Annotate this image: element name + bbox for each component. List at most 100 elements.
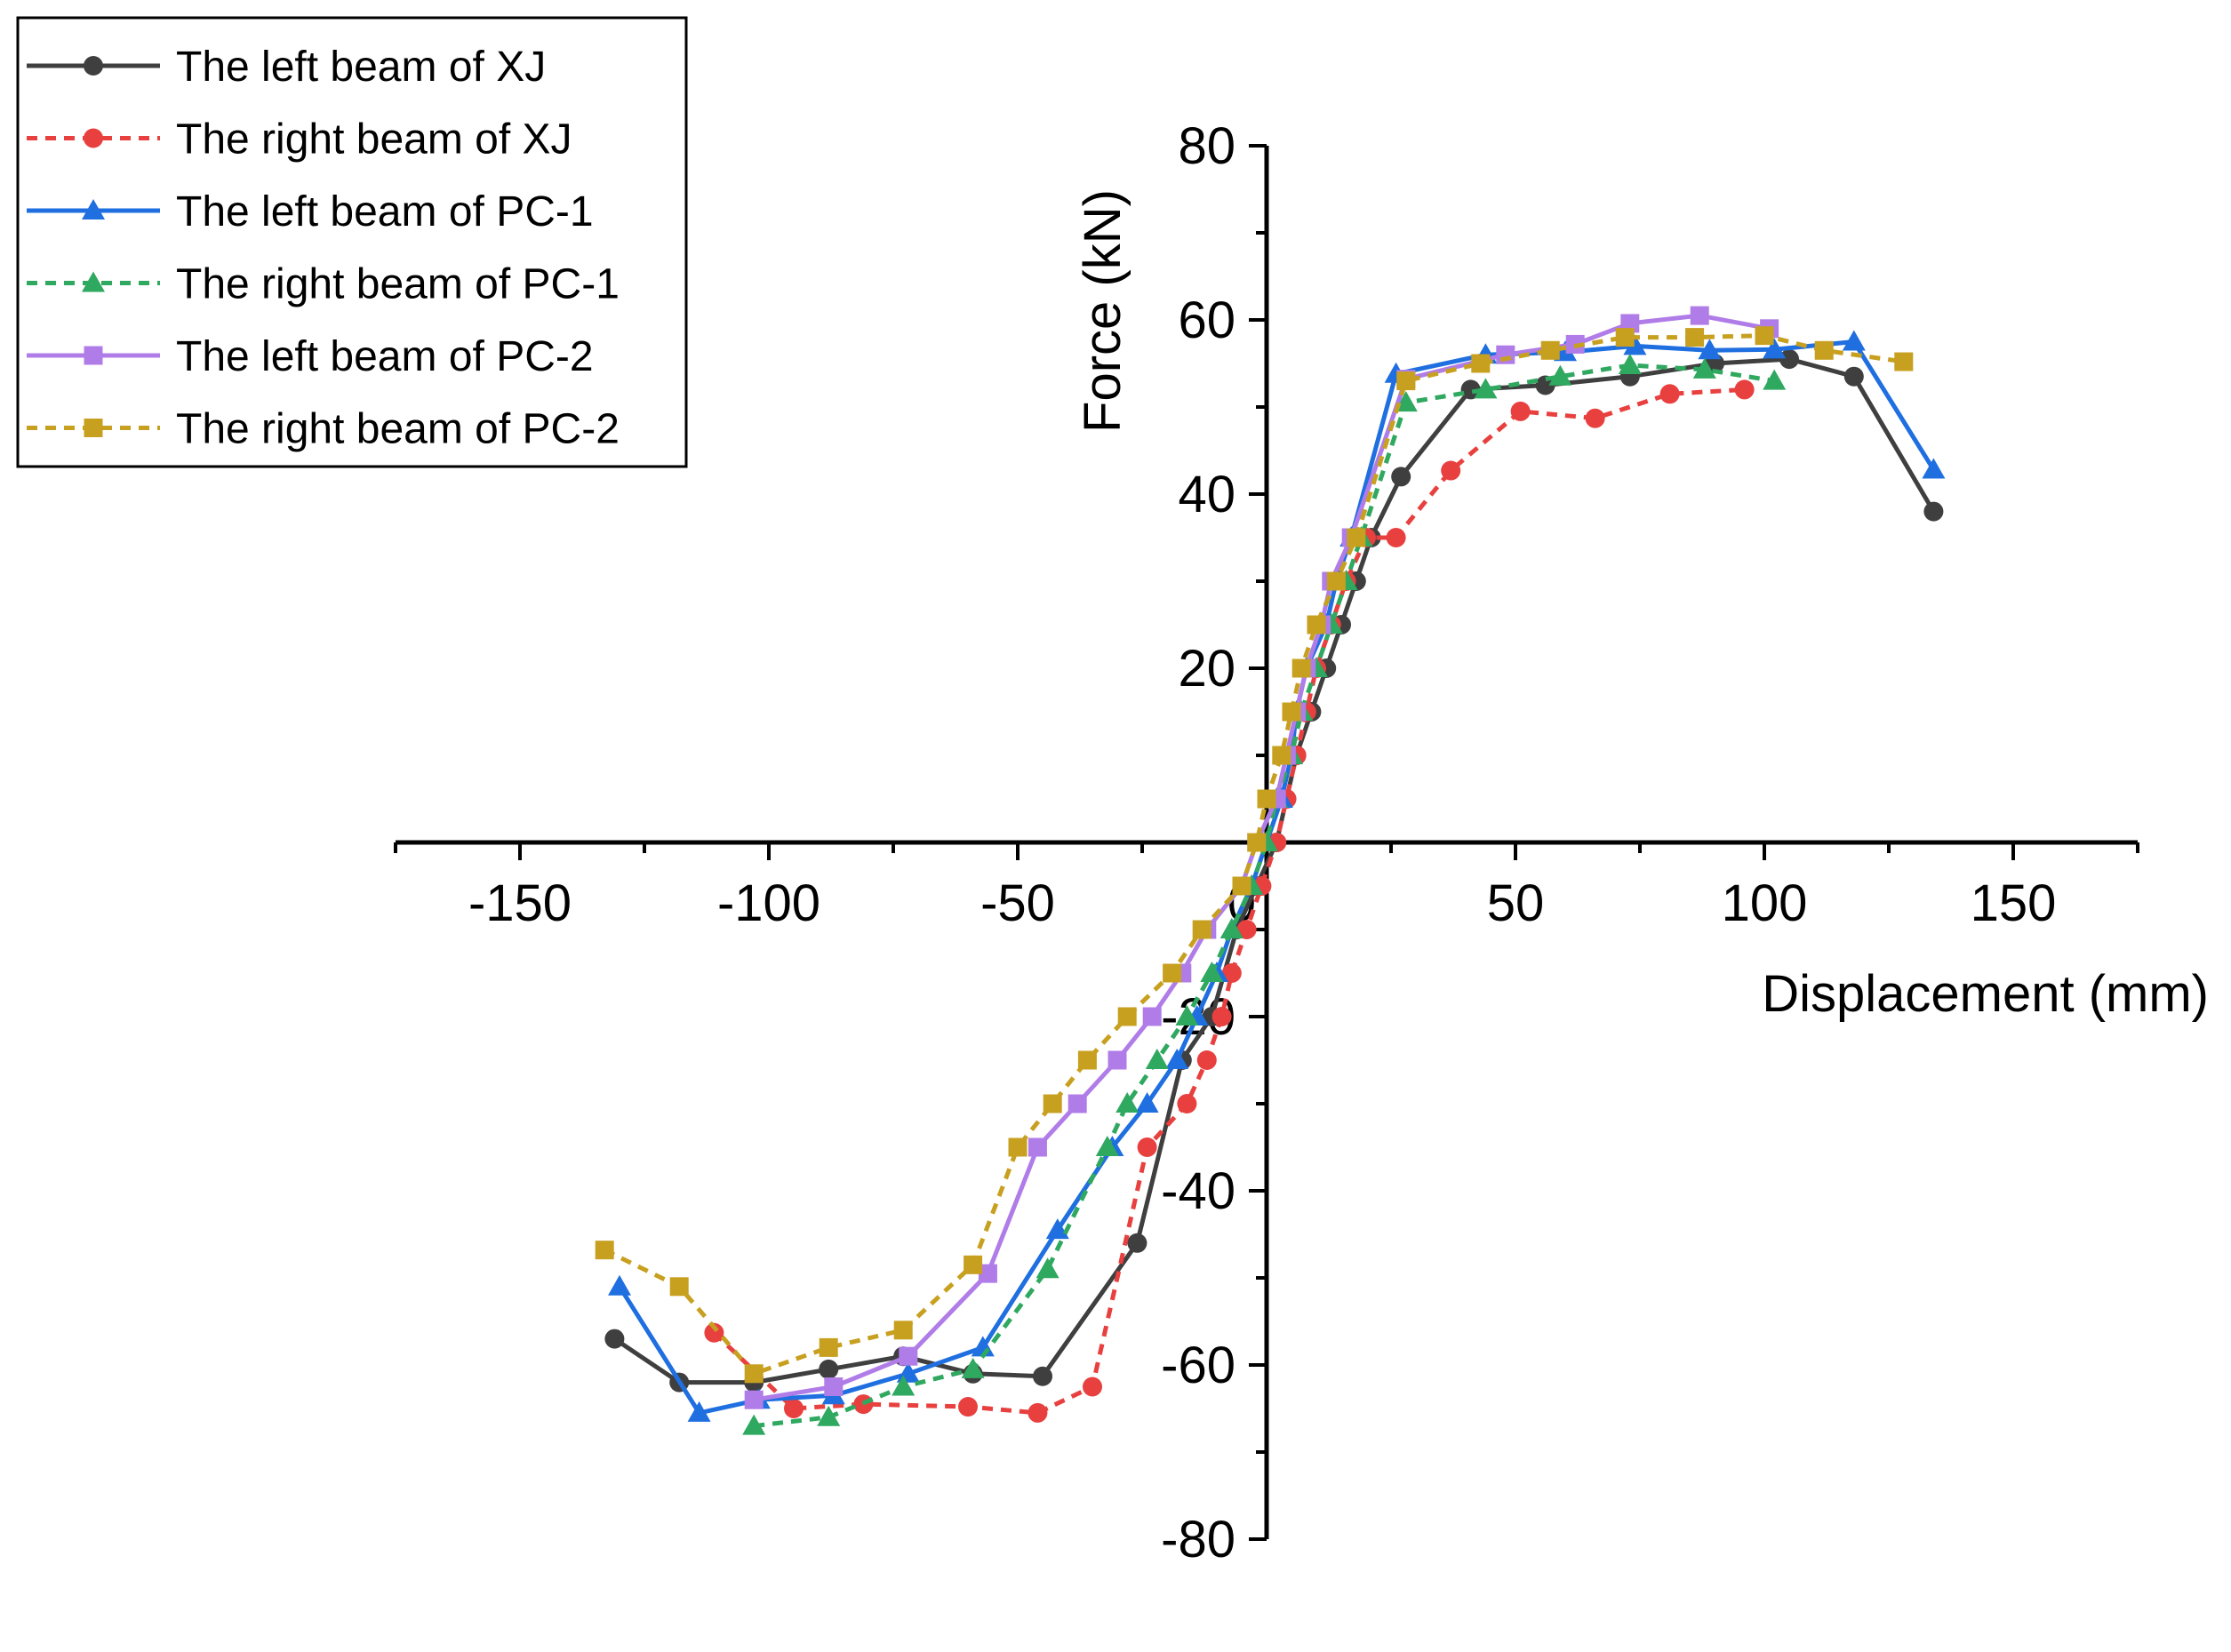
data-point	[1137, 1137, 1157, 1157]
data-point	[1291, 658, 1311, 678]
data-point	[1441, 460, 1461, 481]
data-point	[1894, 352, 1914, 371]
data-point	[1200, 962, 1224, 982]
data-point	[1177, 1094, 1197, 1113]
data-point	[1326, 571, 1346, 591]
data-point	[824, 1377, 844, 1396]
x-tick-label: 100	[1722, 874, 1808, 932]
data-point	[1842, 330, 1866, 351]
data-point	[1142, 1007, 1162, 1026]
x-axis-title: Displacement (mm)	[1762, 965, 2209, 1023]
data-point	[595, 1241, 614, 1260]
legend: The left beam of XJ The right beam of XJ T…	[16, 16, 688, 468]
y-axis-title: Force (kN)	[1074, 189, 1131, 433]
data-point	[1585, 408, 1605, 428]
data-point	[1763, 369, 1787, 390]
data-point	[1615, 328, 1635, 347]
data-point	[978, 1264, 997, 1283]
data-point	[1108, 1050, 1127, 1070]
data-point	[1028, 1137, 1047, 1157]
data-point	[742, 1414, 766, 1435]
data-point	[1028, 1402, 1048, 1423]
data-point	[1068, 1094, 1087, 1113]
legend-marker	[84, 419, 103, 437]
data-point	[1145, 1049, 1169, 1069]
data-point	[1923, 501, 1944, 522]
y-tick-label: -80	[1161, 1511, 1235, 1568]
y-tick-label: 80	[1178, 117, 1235, 175]
legend-item: The left beam of PC-2	[27, 333, 594, 380]
data-point	[817, 1405, 841, 1426]
series-1	[604, 349, 1944, 1393]
data-point	[1396, 371, 1416, 391]
data-point	[1474, 378, 1498, 399]
data-point	[958, 1397, 978, 1417]
data-point	[1659, 384, 1680, 404]
data-point	[669, 1277, 689, 1297]
data-point	[1232, 876, 1251, 896]
legend-item: The left beam of PC-1	[27, 188, 594, 235]
data-point	[892, 1375, 916, 1396]
data-point	[1347, 528, 1366, 547]
x-tick-label: -50	[980, 874, 1055, 932]
legend-item: The right beam of PC-2	[27, 406, 620, 453]
legend-marker	[84, 346, 103, 365]
data-point	[1391, 467, 1411, 487]
series-2	[704, 379, 1755, 1423]
data-point	[1219, 918, 1243, 938]
data-point	[704, 1322, 724, 1343]
series-layer	[595, 306, 1946, 1435]
data-point	[1540, 340, 1560, 360]
legend-item: The left beam of XJ	[27, 44, 546, 91]
legend-item: The right beam of PC-1	[27, 261, 620, 308]
legend-marker	[82, 199, 105, 219]
legend-label: The left beam of PC-1	[176, 188, 594, 235]
y-tick-label: 60	[1178, 291, 1235, 349]
series-line	[613, 356, 1936, 1385]
series-6	[595, 326, 1914, 1384]
data-point	[1814, 340, 1834, 360]
data-point	[1036, 1257, 1060, 1279]
data-point	[1095, 1136, 1119, 1156]
data-point	[608, 1274, 631, 1296]
data-point	[1083, 1377, 1102, 1397]
y-tick-label: -60	[1161, 1337, 1235, 1394]
data-point	[1843, 366, 1864, 387]
legend-label: The right beam of PC-2	[176, 406, 620, 453]
y-tick-label: 40	[1178, 466, 1235, 523]
data-point	[744, 1390, 764, 1409]
data-point	[1033, 1366, 1052, 1386]
legend-item: The right beam of XJ	[27, 116, 572, 164]
data-point	[1734, 379, 1755, 400]
legend-label: The right beam of XJ	[176, 116, 572, 164]
x-tick-label: 50	[1487, 874, 1545, 932]
data-point	[1043, 1094, 1062, 1113]
data-point	[1117, 1007, 1137, 1026]
data-point	[1196, 1050, 1217, 1070]
data-point	[1247, 833, 1267, 852]
legend-label: The right beam of PC-1	[176, 261, 620, 308]
x-tick-label: -100	[717, 874, 820, 932]
data-point	[1386, 528, 1406, 547]
x-tick-label: -150	[468, 874, 572, 932]
data-point	[1548, 364, 1572, 386]
data-point	[1257, 789, 1276, 809]
data-point	[604, 1329, 625, 1349]
data-point	[1510, 401, 1531, 421]
data-point	[1496, 345, 1515, 364]
data-point	[1163, 963, 1182, 983]
data-point	[819, 1337, 838, 1357]
legend-marker	[84, 56, 103, 76]
data-point	[1471, 354, 1491, 373]
data-point	[1779, 349, 1799, 370]
data-point	[964, 1255, 983, 1274]
axes: -150-100-5050100150-80-60-40-20204060800…	[394, 117, 2209, 1568]
data-point	[1175, 1005, 1199, 1026]
data-point	[1618, 353, 1642, 374]
legend-label: The left beam of PC-2	[176, 333, 594, 380]
data-point	[1211, 1007, 1232, 1026]
data-point	[1221, 963, 1242, 983]
data-point	[1394, 391, 1418, 412]
legend-marker	[82, 271, 105, 292]
data-point	[1165, 1049, 1189, 1069]
